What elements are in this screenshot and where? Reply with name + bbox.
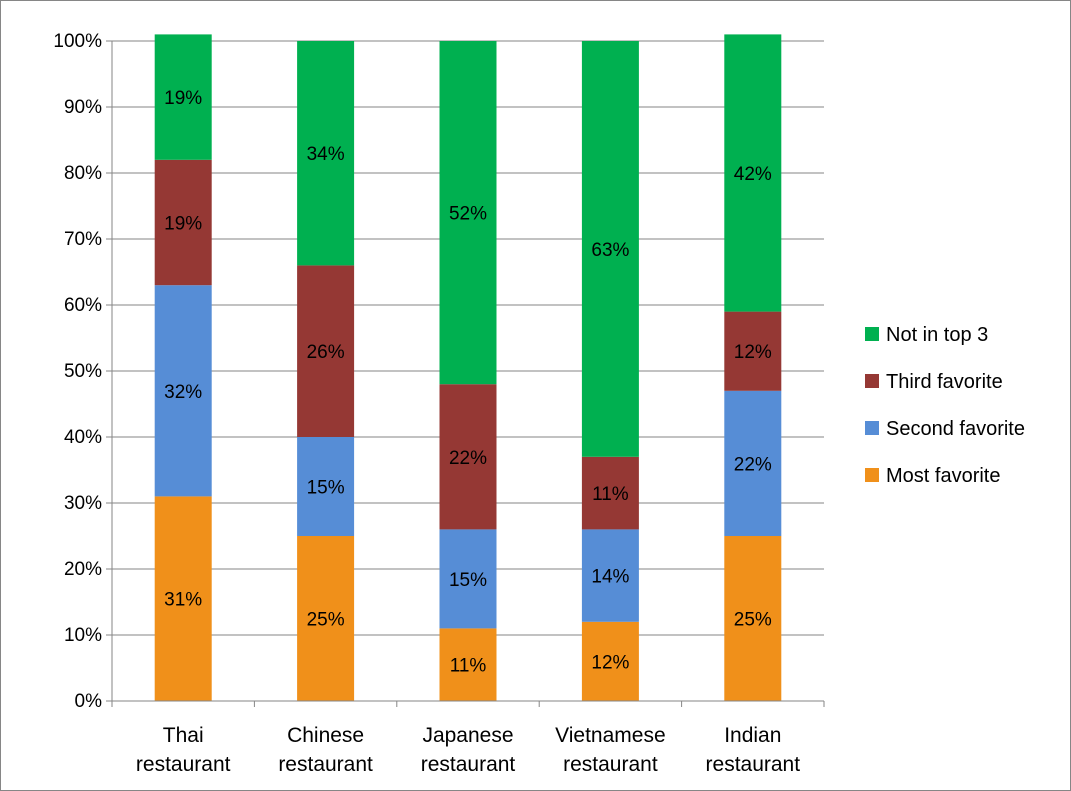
x-tick-label: restaurant — [421, 753, 516, 776]
data-label: 32% — [164, 382, 202, 403]
data-label: 12% — [734, 342, 772, 363]
bar-segment — [297, 41, 355, 266]
bar-segment — [724, 311, 782, 391]
data-label: 19% — [164, 214, 202, 235]
y-tick-label: 70% — [64, 229, 102, 250]
y-tick-label: 0% — [75, 691, 103, 712]
data-label: 11% — [592, 484, 629, 505]
bar-segment — [439, 41, 497, 385]
x-tick-label: Vietnamese — [555, 724, 666, 747]
data-label: 26% — [307, 342, 345, 363]
bar-segment — [154, 159, 212, 286]
data-label: 14% — [591, 567, 629, 588]
bar-segment — [724, 536, 782, 701]
x-tick-label: restaurant — [278, 753, 373, 776]
data-label: 42% — [734, 164, 772, 185]
y-tick-label: 60% — [64, 295, 102, 316]
bar-segment — [724, 34, 782, 312]
y-tick-label: 30% — [64, 493, 102, 514]
y-tick-label: 50% — [64, 361, 102, 382]
bar-segment — [581, 456, 639, 530]
data-label: 25% — [307, 610, 345, 631]
x-tick-label: Indian — [724, 724, 781, 747]
data-label: 31% — [164, 590, 202, 611]
x-tick-label: restaurant — [563, 753, 658, 776]
bar-segment — [297, 536, 355, 701]
legend-label: Not in top 3 — [886, 324, 988, 346]
bar-segment — [439, 628, 497, 701]
y-tick-label: 10% — [64, 625, 102, 646]
x-tick-label: Chinese — [287, 724, 364, 747]
x-tick-label: Thai — [163, 724, 204, 747]
bar-segment — [154, 496, 212, 701]
data-labels: 31% 32% 19% 19% 25% 15% 26% 34% 11% 15% 22% 52% 12% 1… — [164, 88, 772, 677]
bar-segment — [581, 621, 639, 701]
data-label: 25% — [734, 610, 772, 631]
x-tick-label: restaurant — [706, 753, 801, 776]
bar-segment — [724, 390, 782, 536]
bar-segment — [581, 529, 639, 622]
legend-label: Third favorite — [886, 371, 1003, 393]
bar-segment — [297, 265, 355, 437]
bar-segment — [154, 285, 212, 497]
x-tick-label: restaurant — [136, 753, 231, 776]
bar-segment — [154, 34, 212, 160]
legend-swatch — [865, 327, 879, 341]
y-tick-label: 20% — [64, 559, 102, 580]
bars — [154, 34, 782, 701]
data-label: 19% — [164, 88, 202, 109]
data-label: 15% — [307, 478, 345, 499]
bar-segment — [439, 384, 497, 530]
legend: Not in top 3 Third favorite Second favorit… — [865, 324, 1025, 487]
data-label: 34% — [307, 144, 345, 165]
y-tick-label: 90% — [64, 97, 102, 118]
bar-segment — [439, 529, 497, 629]
y-tick-label: 40% — [64, 427, 102, 448]
bar-segment — [297, 437, 355, 536]
data-label: 63% — [591, 240, 629, 261]
data-label: 22% — [734, 454, 772, 475]
y-tick-label: 100% — [53, 31, 102, 52]
legend-swatch — [865, 468, 879, 482]
bar-segment — [581, 41, 639, 457]
data-label: 22% — [449, 448, 487, 469]
x-tick-label: Japanese — [422, 724, 513, 747]
data-label: 12% — [591, 652, 629, 673]
data-label: 15% — [449, 570, 487, 591]
legend-swatch — [865, 421, 879, 435]
legend-swatch — [865, 374, 879, 388]
legend-label: Most favorite — [886, 465, 1000, 487]
axes: 0% 10% 20% 30% 40% 50% 60% 70% 80% 90% 100% Thai res… — [53, 31, 825, 776]
legend-label: Second favorite — [886, 418, 1025, 440]
data-label: 11% — [450, 656, 487, 677]
data-label: 52% — [449, 204, 487, 225]
y-tick-label: 80% — [64, 163, 102, 184]
